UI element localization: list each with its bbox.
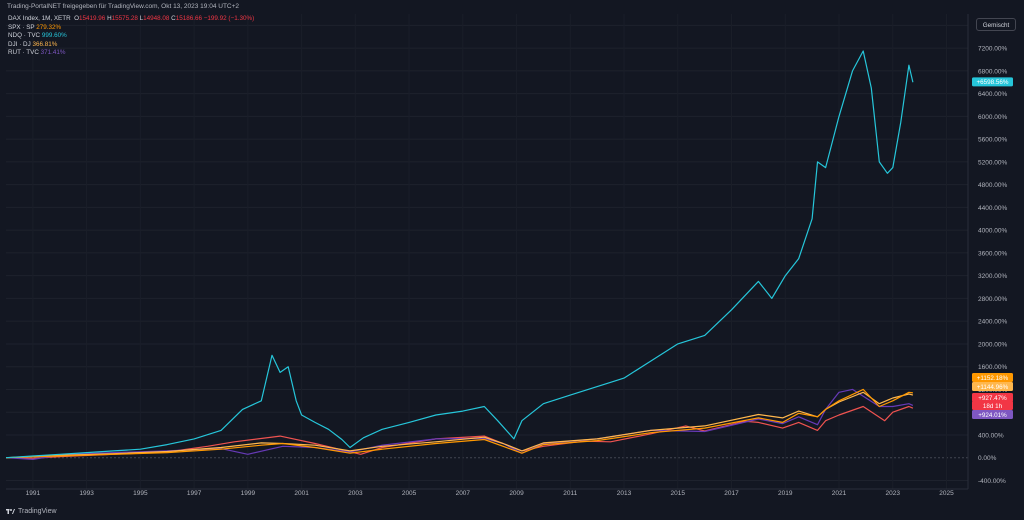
y-tick-label: 2400.00% <box>978 319 1007 326</box>
y-tick-label: 7200.00% <box>978 46 1007 53</box>
x-tick-label: 2003 <box>348 490 363 497</box>
value-tag-text: +927.47% <box>978 395 1007 402</box>
y-tick-label: 0.00% <box>978 455 997 462</box>
value-tag-bg <box>972 410 1013 419</box>
x-tick-label: 2023 <box>886 490 901 497</box>
ohlc-high: 15575.28 <box>111 15 138 22</box>
y-tick-label: 4400.00% <box>978 205 1007 212</box>
value-tag: +1144.96% <box>972 382 1013 391</box>
x-axis: 1991 1993 1995 1997 1999 2001 2003 2005 2007 2009… <box>26 14 954 497</box>
x-tick-label: 2011 <box>563 490 577 497</box>
brand-name: TradingView <box>18 508 57 515</box>
x-tick-label: 2007 <box>456 490 471 497</box>
ohlc-close: 15186.66 <box>175 15 202 22</box>
x-tick-label: 2025 <box>939 490 954 497</box>
x-tick-label: 2017 <box>724 490 739 497</box>
y-tick-label: 6400.00% <box>978 91 1007 98</box>
legend-main-row[interactable]: DAX Index, 1M, XETR O15419.96 H15575.28 … <box>8 15 254 24</box>
series-line-spx[interactable] <box>5 388 913 459</box>
y-tick-label: 4800.00% <box>978 182 1007 189</box>
x-tick-label: 2015 <box>671 490 686 497</box>
chart-legend: DAX Index, 1M, XETR O15419.96 H15575.28 … <box>8 15 254 58</box>
share-header: Trading-PortalNET freigegeben für Tradin… <box>0 0 1024 14</box>
tradingview-logo-icon <box>6 509 15 514</box>
value-tags: +1152.18% +1144.96% +927.47%18d 1h +924.01%… <box>972 77 1013 419</box>
value-tag-text: 18d 1h <box>983 403 1003 410</box>
y-tick-label: 6000.00% <box>978 114 1007 121</box>
value-tag: 18d 1h <box>972 401 1013 410</box>
legend-row-ndq[interactable]: NDQ · TVC 999.60% <box>8 32 254 41</box>
ohlc-open: 15419.96 <box>79 15 106 22</box>
value-tag-text: +1144.96% <box>977 384 1009 391</box>
ohlc-low: 14948.08 <box>143 15 170 22</box>
series-line-dji[interactable] <box>5 391 914 459</box>
value-tag-text: +924.01% <box>978 412 1007 419</box>
value-tag: +924.01% <box>972 410 1013 419</box>
y-tick-label: 3200.00% <box>978 273 1007 280</box>
value-tag-bg <box>972 382 1013 391</box>
legend-value-spx: 279.32% <box>36 23 62 31</box>
x-tick-label: 2013 <box>617 490 632 497</box>
legend-symbol-rut: RUT · TVC <box>8 49 39 57</box>
legend-row-dji[interactable]: DJI · DJ 366.81% <box>8 41 254 50</box>
legend-symbol-dji: DJI · DJ <box>8 40 31 48</box>
series-line-ndq[interactable] <box>5 50 914 459</box>
ohlc-l-label: L <box>139 15 144 22</box>
x-tick-label: 1999 <box>241 490 256 497</box>
x-tick-label: 1991 <box>26 490 41 497</box>
ohlc-o-label: O <box>74 15 80 22</box>
x-tick-label: 2005 <box>402 490 417 497</box>
legend-main-symbol: DAX Index, 1M, XETR <box>8 15 71 22</box>
x-tick-label: 2019 <box>778 490 793 497</box>
legend-row-spx[interactable]: SPX · SP 279.32% <box>8 24 254 33</box>
y-tick-label: -400.00% <box>978 478 1006 485</box>
x-tick-label: 2001 <box>294 490 309 497</box>
y-tick-label: 6800.00% <box>978 68 1007 75</box>
legend-row-rut[interactable]: RUT · TVC 371.41% <box>8 49 254 58</box>
value-tag-text: +1152.18% <box>977 375 1009 382</box>
footer: TradingView <box>0 503 1024 520</box>
y-tick-label: 4000.00% <box>978 228 1007 235</box>
ohlc-c-label: C <box>171 15 176 22</box>
y-tick-label: 400.00% <box>978 432 1004 439</box>
ohlc-h-label: H <box>107 15 112 22</box>
value-tag-text: +6598.56% <box>976 79 1008 86</box>
value-tag-bg <box>972 77 1013 87</box>
value-tag-bg <box>972 401 1013 410</box>
value-tag-bg <box>972 393 1013 402</box>
legend-ohlc: O15419.96 H15575.28 L14948.08 C15186.66 … <box>72 15 254 22</box>
y-tick-label: 3600.00% <box>978 250 1007 257</box>
plot-background <box>0 14 1024 503</box>
value-tag: +927.47% <box>972 393 1013 402</box>
x-tick-label: 1995 <box>133 490 148 497</box>
y-tick-label: 2800.00% <box>978 296 1007 303</box>
y-tick-label: 5600.00% <box>978 137 1007 144</box>
chart-plot[interactable]: -400.00%0.00%400.00%800.00%1200.00%1600.… <box>0 14 1024 503</box>
y-tick-label: 2000.00% <box>978 341 1007 348</box>
legend-value-dji: 366.81% <box>32 40 58 48</box>
value-tag-bg <box>972 373 1013 382</box>
ohlc-change: −199.92 (−1.30%) <box>203 15 255 22</box>
legend-value-ndq: 999.60% <box>41 32 67 40</box>
legend-symbol-spx: SPX · SP <box>8 23 35 31</box>
share-info: Trading-PortalNET freigegeben für Tradin… <box>7 3 240 10</box>
x-tick-label: 1997 <box>187 490 202 497</box>
x-tick-label: 2009 <box>509 490 524 497</box>
y-tick-label: 5200.00% <box>978 159 1007 166</box>
x-tick-label: 1993 <box>79 490 94 497</box>
y-tick-label: 1600.00% <box>978 364 1007 371</box>
x-tick-label: 2021 <box>832 490 847 497</box>
scale-mode-button[interactable]: Gemischt <box>976 18 1016 31</box>
value-tag: +6598.56% <box>972 77 1013 87</box>
value-tag: +1152.18% <box>972 373 1013 382</box>
legend-symbol-ndq: NDQ · TVC <box>8 32 41 40</box>
legend-value-rut: 371.41% <box>40 49 66 57</box>
